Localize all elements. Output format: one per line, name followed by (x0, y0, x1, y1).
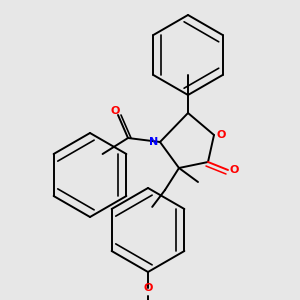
Text: O: O (229, 165, 239, 175)
Text: O: O (217, 130, 226, 140)
Text: O: O (110, 106, 120, 116)
Text: O: O (143, 283, 153, 293)
Text: N: N (149, 137, 159, 147)
